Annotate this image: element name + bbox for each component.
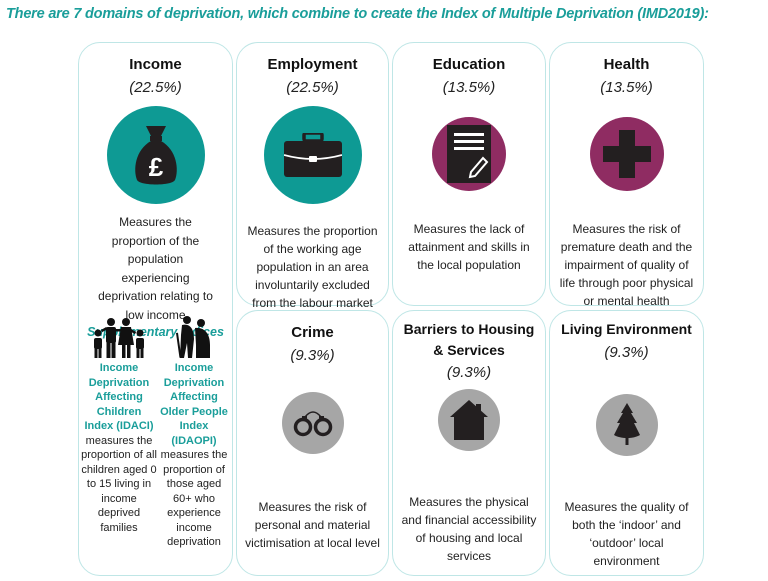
supplementary-description: measures the proportion of all children … xyxy=(81,434,157,534)
page-title: There are 7 domains of deprivation, whic… xyxy=(6,6,709,22)
domain-description: Measures the proportion of the populatio… xyxy=(98,215,213,322)
house-icon xyxy=(438,389,500,451)
domain-card-employment: Employment (22.5%) Measures the proporti… xyxy=(236,42,389,310)
domain-card-living-environment: Living Environment (9.3%) Measures the q… xyxy=(549,310,704,576)
domain-name: Employment xyxy=(267,56,358,73)
domain-description: Measures the risk of personal and materi… xyxy=(245,500,380,550)
domain-card-barriers-housing-services: Barriers to Housing & Services (9.3%) Me… xyxy=(392,310,546,576)
domain-name: Health xyxy=(603,56,650,73)
domain-description: Measures the quality of both the ‘indoor… xyxy=(564,500,689,568)
domain-weight: (9.3%) xyxy=(446,364,492,381)
domain-weight: (22.5%) xyxy=(286,79,339,96)
briefcase-icon xyxy=(263,106,362,204)
handcuffs-icon xyxy=(281,392,344,454)
domain-name: Living Environment xyxy=(561,321,692,337)
domain-weight: (9.3%) xyxy=(290,347,335,364)
svg-text:£: £ xyxy=(148,152,163,182)
domain-name: Education xyxy=(432,56,506,73)
domain-name: Income xyxy=(129,56,182,73)
medical-cross-icon xyxy=(589,117,664,191)
domain-description: Measures the lack of attainment and skil… xyxy=(408,222,530,272)
elderly-couple-icon xyxy=(156,315,232,361)
domain-name: Crime xyxy=(291,324,334,341)
domain-name: Barriers to Housing & Services xyxy=(403,321,535,358)
domain-weight: (13.5%) xyxy=(442,79,496,96)
supplementary-description: measures the proportion of those aged 60… xyxy=(160,449,228,548)
money-bag-pound-icon: £ xyxy=(106,106,205,204)
domain-card-health: Health (13.5%) Measures the risk of prem… xyxy=(549,42,704,308)
domain-card-income: Income (22.5%) £ Measures the proportion… xyxy=(78,42,233,576)
domain-weight: (22.5%) xyxy=(129,79,182,96)
supplementary-item-idaci: Income Deprivation Affecting Children In… xyxy=(81,317,157,535)
domain-card-crime: Crime (9.3%) Measures the risk of person… xyxy=(236,310,389,576)
family-icon xyxy=(81,317,157,361)
domain-card-education: Education (13.5%) Measures the lack of a… xyxy=(392,42,546,306)
domain-description: Measures the risk of premature death and… xyxy=(559,222,694,308)
supplementary-name: Income Deprivation Affecting Older Peopl… xyxy=(160,362,228,447)
supplementary-name: Income Deprivation Affecting Children In… xyxy=(84,362,154,432)
tree-icon xyxy=(595,394,658,456)
supplementary-item-idaopi: Income Deprivation Affecting Older Peopl… xyxy=(156,315,232,550)
domain-description: Measures the physical and financial acce… xyxy=(401,495,537,563)
notepad-pencil-icon xyxy=(432,117,506,191)
domain-description: Measures the proportion of the working a… xyxy=(247,224,378,310)
domain-weight: (9.3%) xyxy=(604,344,649,361)
domain-weight: (13.5%) xyxy=(600,79,653,96)
